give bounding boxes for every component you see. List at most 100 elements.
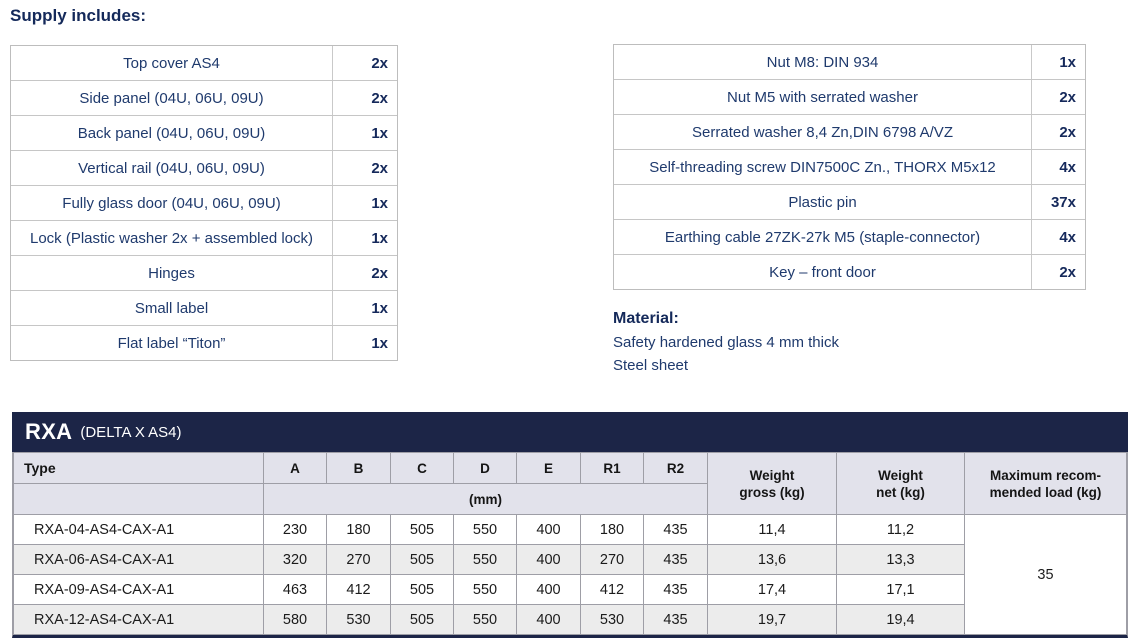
weight-net-cell: 11,2 [836,514,965,545]
col-header-b: B [326,452,391,484]
supply-row: Self-threading screw DIN7500C Zn., THORX… [614,149,1085,184]
material-heading: Material: [613,310,679,327]
dim-cell: 435 [643,574,708,605]
weight-gross-cell: 17,4 [707,574,837,605]
dim-cell: 412 [580,574,644,605]
dim-cell: 435 [643,514,708,545]
spec-table-section: RXA (DELTA X AS4) Type A B C D E R1 R2 W… [12,412,1128,638]
table-row: RXA-09-AS4-CAX-A1 463 412 505 550 400 41… [13,574,1127,605]
part-qty: 4x [1059,158,1076,176]
type-cell: RXA-12-AS4-CAX-A1 [13,604,264,635]
spec-table-subtitle: (DELTA X AS4) [80,423,182,441]
dim-cell: 530 [326,604,391,635]
part-qty: 2x [371,159,388,177]
dim-cell: 320 [263,544,327,575]
part-name: Self-threading screw DIN7500C Zn., THORX… [614,150,1032,184]
supply-row: Side panel (04U, 06U, 09U) 2x [11,80,397,115]
part-name: Lock (Plastic washer 2x + assembled lock… [11,221,333,255]
weight-net-cell: 19,4 [836,604,965,635]
col-header-max-load: Maximum recom- mended load (kg) [964,452,1127,515]
part-name: Top cover AS4 [11,46,333,80]
col-header-d: D [453,452,517,484]
supply-row: Nut M5 with serrated washer 2x [614,79,1085,114]
supply-row: Nut M8: DIN 934 1x [614,45,1085,79]
type-cell: RXA-06-AS4-CAX-A1 [13,544,264,575]
part-qty: 2x [1059,123,1076,141]
part-qty: 1x [371,124,388,142]
supply-row: Fully glass door (04U, 06U, 09U) 1x [11,185,397,220]
supply-row: Vertical rail (04U, 06U, 09U) 2x [11,150,397,185]
dim-cell: 505 [390,574,454,605]
col-header-a: A [263,452,327,484]
col-header-e: E [516,452,581,484]
col-header-r1: R1 [580,452,644,484]
dim-cell: 550 [453,604,517,635]
type-cell: RXA-09-AS4-CAX-A1 [13,574,264,605]
dim-cell: 550 [453,514,517,545]
unit-header: (mm) [263,483,708,515]
part-qty: 1x [371,194,388,212]
type-subheader-empty [13,483,264,515]
weight-net-cell: 17,1 [836,574,965,605]
part-name: Back panel (04U, 06U, 09U) [11,116,333,150]
supply-row: Hinges 2x [11,255,397,290]
spec-table-title: RXA [25,419,73,444]
part-name: Nut M5 with serrated washer [614,80,1032,114]
part-qty: 1x [1059,53,1076,71]
spec-table-titlebar: RXA (DELTA X AS4) [12,412,1128,452]
part-qty: 4x [1059,228,1076,246]
dim-cell: 435 [643,604,708,635]
dim-cell: 230 [263,514,327,545]
supply-table-left: Top cover AS4 2x Side panel (04U, 06U, 09… [10,45,398,361]
supply-row: Serrated washer 8,4 Zn,DIN 6798 A/VZ 2x [614,114,1085,149]
part-qty: 1x [371,334,388,352]
part-name: Side panel (04U, 06U, 09U) [11,81,333,115]
col-header-c: C [390,452,454,484]
dim-cell: 400 [516,604,581,635]
part-qty: 2x [371,89,388,107]
part-name: Flat label “Titon” [11,326,333,360]
part-qty: 2x [1059,263,1076,281]
supply-row: Top cover AS4 2x [11,46,397,80]
col-header-weight-net: Weight net (kg) [836,452,965,515]
max-load-cell: 35 [964,514,1127,635]
dim-cell: 550 [453,544,517,575]
dim-cell: 180 [326,514,391,545]
dim-cell: 270 [580,544,644,575]
supply-row: Lock (Plastic washer 2x + assembled lock… [11,220,397,255]
col-header-weight-gross: Weight gross (kg) [707,452,837,515]
part-name: Vertical rail (04U, 06U, 09U) [11,151,333,185]
part-qty: 2x [371,264,388,282]
supply-row: Earthing cable 27ZK-27k M5 (staple-conne… [614,219,1085,254]
part-name: Nut M8: DIN 934 [614,45,1032,79]
dim-cell: 180 [580,514,644,545]
material-line: Safety hardened glass 4 mm thick [613,334,839,351]
col-header-type: Type [13,452,264,484]
supply-row: Back panel (04U, 06U, 09U) 1x [11,115,397,150]
dim-cell: 400 [516,574,581,605]
weight-gross-cell: 11,4 [707,514,837,545]
supply-table-right: Nut M8: DIN 934 1x Nut M5 with serrated w… [613,44,1086,290]
part-qty: 2x [1059,88,1076,106]
part-qty: 2x [371,54,388,72]
part-name: Key – front door [614,255,1032,289]
dim-cell: 505 [390,544,454,575]
part-name: Serrated washer 8,4 Zn,DIN 6798 A/VZ [614,115,1032,149]
weight-gross-cell: 13,6 [707,544,837,575]
dim-cell: 400 [516,514,581,545]
dim-cell: 463 [263,574,327,605]
weight-net-cell: 13,3 [836,544,965,575]
part-qty: 1x [371,299,388,317]
supply-row: Key – front door 2x [614,254,1085,289]
dim-cell: 550 [453,574,517,605]
supply-includes-heading: Supply includes: [10,6,147,25]
part-qty: 1x [371,229,388,247]
supply-row: Flat label “Titon” 1x [11,325,397,360]
part-name: Small label [11,291,333,325]
part-name: Hinges [11,256,333,290]
dim-cell: 400 [516,544,581,575]
dim-cell: 530 [580,604,644,635]
part-name: Fully glass door (04U, 06U, 09U) [11,186,333,220]
dim-cell: 580 [263,604,327,635]
col-header-r2: R2 [643,452,708,484]
